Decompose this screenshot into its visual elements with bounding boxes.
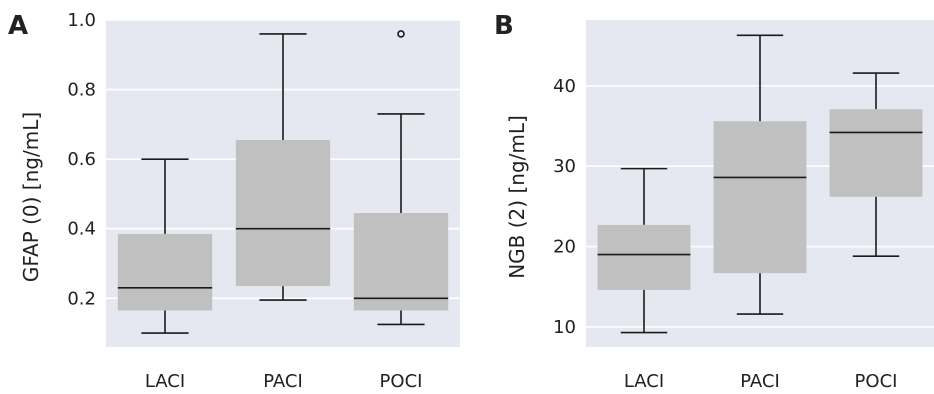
panel-b-box	[829, 109, 923, 197]
panel-b-x-tick-label: LACI	[624, 371, 664, 392]
panel-a-box	[353, 213, 449, 311]
panel-a-x-ticks: LACI PACI POCI	[145, 371, 423, 392]
panel-a-y-tick-label: 0.4	[67, 219, 96, 240]
panel-b-y-axis-label: NGB (2) [ng/mL]	[505, 115, 529, 279]
panel-b-box-laci	[597, 167, 691, 334]
panel-b-letter: B	[494, 11, 514, 41]
panel-a-y-ticks: 0.2 0.4 0.6 0.8 1.0	[67, 10, 96, 309]
panel-b-box-paci	[713, 34, 807, 315]
panel-b-box-poci	[829, 72, 923, 258]
panel-a-y-tick-label: 1.0	[67, 10, 96, 31]
panel-b-box	[597, 224, 691, 290]
panel-a-outlier-point	[397, 30, 405, 38]
panel-a-x-tick-label: LACI	[145, 371, 185, 392]
panel-b-boxes	[597, 34, 923, 334]
panel-a-y-axis-label: GFAP (0) [ng/mL]	[19, 112, 43, 282]
panel-a-boxes	[117, 30, 449, 334]
panel-b-x-tick-label: PACI	[740, 371, 780, 392]
panel-b-x-tick-label: POCI	[855, 371, 898, 392]
panel-a-y-tick-label: 0.2	[67, 288, 96, 309]
panel-a-box-laci	[117, 158, 213, 334]
panel-a-box-paci	[235, 33, 331, 301]
panel-a-box	[117, 233, 213, 311]
panel-b-y-tick-label: 20	[553, 237, 576, 258]
panel-a-box	[235, 140, 331, 287]
panel-b-y-tick-label: 40	[553, 76, 576, 97]
panel-b: B 10 20 30 40 LACI PACI POCI NGB (2) [ng/mL]	[494, 11, 934, 392]
panel-b-y-tick-label: 10	[553, 317, 576, 338]
panel-a-y-tick-label: 0.8	[67, 80, 96, 101]
panel-b-x-ticks: LACI PACI POCI	[624, 371, 898, 392]
panel-a-x-tick-label: PACI	[263, 371, 303, 392]
panel-b-box	[713, 121, 807, 274]
panel-a-box-poci	[353, 30, 449, 326]
panel-a-letter: A	[8, 11, 28, 41]
panel-a: A 0.2 0.4 0.6 0.8 1.0 LACI PACI POCI GFAP (0) …	[8, 10, 460, 392]
panel-a-x-tick-label: POCI	[380, 371, 423, 392]
panel-b-y-tick-label: 30	[553, 156, 576, 177]
panel-a-y-tick-label: 0.6	[67, 149, 96, 170]
panel-b-y-ticks: 10 20 30 40	[553, 76, 576, 338]
